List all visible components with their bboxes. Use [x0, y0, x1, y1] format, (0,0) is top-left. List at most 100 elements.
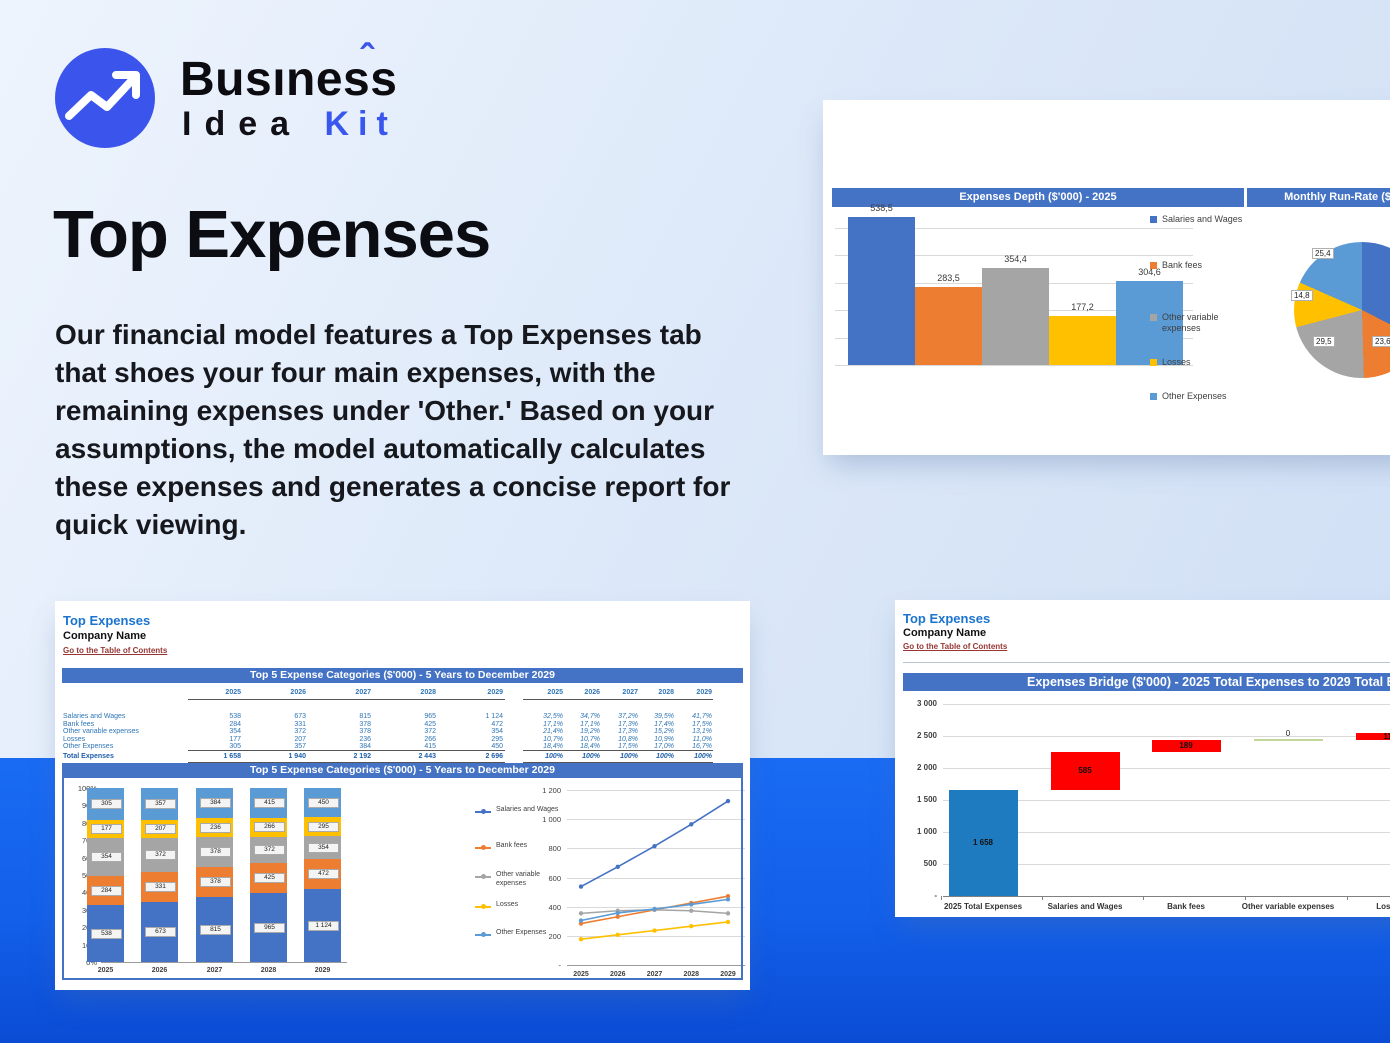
table-cell: 16,7% — [692, 743, 712, 750]
segment-label: 378 — [200, 877, 231, 888]
table-cell: 41,7% — [692, 713, 712, 720]
table-cell: 10,7% — [580, 735, 600, 743]
table-cell: 472 — [491, 720, 503, 728]
table-cell: 378 — [359, 720, 371, 728]
sheet-title: Top Expenses — [63, 613, 151, 628]
table-cell: 354 — [491, 728, 503, 735]
gridline — [567, 877, 745, 879]
table-cell: 815 — [359, 713, 371, 720]
y-tick-label: 600 — [548, 873, 561, 883]
gridline — [943, 768, 1390, 769]
expense-table: 2025 2025 2026 2026 2027 2027 2028 2028 2029 2029… — [55, 601, 750, 990]
legend-dot — [481, 845, 486, 850]
legend-label: Other Expenses — [496, 929, 547, 936]
bar-value-label: 585 — [1078, 766, 1092, 776]
screenshot-expenses-bridge-card: Top Expenses Company Name Go to the Tabl… — [895, 600, 1390, 917]
screenshot-expenses-depth-card: Expenses Depth ($'000) - 2025 Monthly Ru… — [823, 100, 1390, 455]
table-cell: 2026 — [290, 689, 306, 696]
page-title: Top Expenses — [53, 197, 491, 272]
segment-label: 331 — [145, 881, 176, 892]
y-tick-label: 1 000 — [542, 815, 561, 825]
segment-label: 372 — [254, 844, 285, 855]
waterfall-bar — [948, 789, 1018, 896]
legend-dot — [481, 874, 486, 879]
legend-swatch — [1150, 262, 1157, 269]
table-row-label: Salaries and Wages — [63, 713, 126, 720]
table-cell: 17,4% — [654, 720, 674, 728]
y-tick-label: 400 — [548, 902, 561, 912]
table-cell: 2026 — [584, 689, 600, 696]
bar — [982, 267, 1049, 365]
legend-label: Losses — [496, 901, 519, 908]
waterfall-bar — [1151, 740, 1221, 753]
table-cell: 177 — [229, 735, 241, 743]
segment-label: 538 — [91, 928, 122, 939]
x-tick-label: 2025 Total Expenses — [943, 902, 1023, 911]
y-tick-label: 0% — [86, 958, 97, 967]
legend-label: Salaries and Wages — [1162, 214, 1243, 224]
segment-label: 266 — [254, 822, 285, 833]
legend-dot — [481, 904, 486, 909]
table-cell: 100% — [620, 753, 638, 760]
table-cell: 100% — [582, 753, 600, 760]
table-cell: 100% — [545, 753, 563, 760]
table-rule — [188, 699, 505, 700]
logo-accent-icon: ˆ — [360, 37, 375, 81]
y-tick — [101, 962, 107, 963]
gridline — [943, 704, 1390, 705]
table-cell: 17,3% — [618, 720, 638, 728]
table-row-label: Losses — [63, 735, 86, 743]
table-of-contents-link: Go to the Table of Contents — [63, 646, 168, 655]
table-cell: 1 124 — [485, 713, 503, 720]
x-tick-label: Bank fees — [1167, 902, 1205, 911]
logo-text-part: Bus — [180, 53, 273, 106]
table-cell: 2025 — [547, 689, 563, 696]
table-cell: 2 192 — [353, 753, 371, 760]
y-tick-label: 2 000 — [916, 763, 937, 772]
y-tick-label: 3 000 — [916, 699, 937, 708]
segment-label: 305 — [91, 798, 122, 809]
x-axis-tick — [1143, 896, 1144, 900]
logo-wordmark-kit: Kit — [324, 105, 397, 143]
pie-slice-label: 25,4 — [1312, 248, 1334, 259]
segment-label: 177 — [91, 824, 122, 835]
table-cell: 2027 — [355, 689, 371, 696]
x-tick-label: Losses — [1376, 902, 1390, 911]
table-rule — [523, 762, 713, 763]
expenses-depth-bar-chart: 538,5 283,5 354,4 177,2 304,6 — [835, 203, 1215, 380]
table-cell: 17,5% — [692, 720, 712, 728]
table-cell: 2 696 — [485, 753, 503, 760]
table-cell: 15,2% — [654, 728, 674, 735]
table-cell: 37,2% — [618, 713, 638, 720]
top5-stacked-bar-chart: 100%90%80%70%60%50%40%30%20%10%0%5382843… — [55, 601, 750, 990]
segment-label: 815 — [200, 924, 231, 935]
table-cell: 207 — [294, 735, 306, 743]
segment-label: 1 124 — [308, 920, 339, 931]
bar-value-label: 118 — [1383, 731, 1390, 741]
gridline — [943, 800, 1390, 801]
expenses-bridge-waterfall-chart: 3 000 2 500 2 000 1 500 1 000 500 - 1 658 2025 T… — [895, 600, 1390, 917]
bar — [915, 287, 982, 365]
table-cell: 331 — [294, 720, 306, 728]
bar-value-label: 538,5 — [870, 203, 893, 213]
x-tick-label: 2026 — [151, 967, 168, 974]
line-chart-svg — [578, 798, 731, 942]
waterfall-bar — [1355, 732, 1390, 741]
segment-label: 425 — [254, 873, 285, 884]
y-tick-label: 800 — [548, 844, 561, 854]
table-cell: 415 — [424, 743, 436, 750]
x-tick-label: 2028 — [260, 967, 277, 974]
legend-label: Other Expenses — [1162, 391, 1227, 401]
pie-slice-label: 14,8 — [1291, 290, 1313, 301]
table-cell: 21,4% — [543, 728, 563, 735]
sheet-company-name: Company Name — [63, 630, 147, 642]
bar-value-label: 1 658 — [972, 837, 994, 847]
divider — [903, 662, 1390, 663]
logo-wordmark-idea: Idea — [182, 105, 303, 143]
y-tick-label: 1 000 — [916, 827, 937, 836]
sheet-company-name: Company Name — [903, 627, 987, 639]
bar-value-label: 283,5 — [937, 273, 960, 284]
table-cell: 2029 — [487, 689, 503, 696]
logo-wordmark-ideakit: Idea Kit — [182, 105, 397, 144]
